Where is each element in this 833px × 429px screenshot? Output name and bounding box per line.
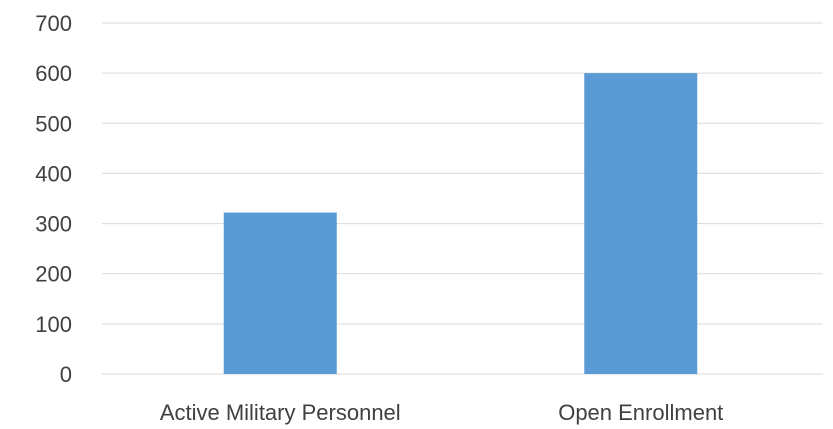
bar [223,212,337,374]
y-axis: 0 100 200 300 400 500 600 700 [35,11,72,387]
y-tick-label: 600 [35,61,72,86]
y-tick-label: 700 [35,11,72,36]
y-tick-label: 400 [35,161,72,186]
bar-layer [223,73,698,375]
grid-layer [102,22,823,375]
bar [584,73,698,375]
y-tick-label: 500 [35,111,72,136]
x-category-label: Open Enrollment [558,400,723,425]
y-tick-label: 0 [60,362,72,387]
x-category-label: Active Military Personnel [160,400,401,425]
y-tick-label: 100 [35,312,72,337]
y-tick-label: 200 [35,262,72,287]
y-tick-label: 300 [35,212,72,237]
x-axis: Active Military Personnel Open Enrollment [160,400,723,425]
